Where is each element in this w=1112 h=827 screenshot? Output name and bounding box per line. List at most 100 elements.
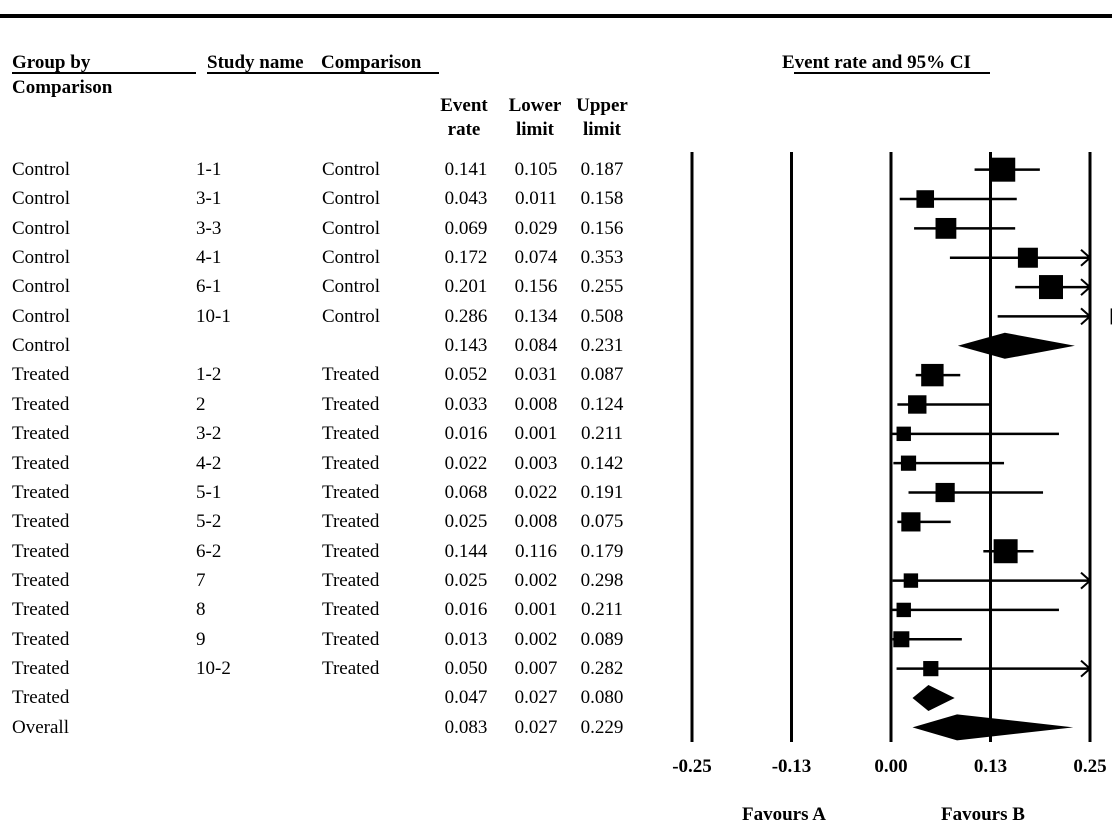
header-upper-limit: Upper limit: [570, 94, 634, 142]
point-estimate: [935, 482, 955, 503]
group-cell: Treated: [12, 540, 70, 562]
lower-limit-cell: 0.001: [514, 423, 558, 445]
upper-limit-cell: 0.087: [580, 364, 624, 386]
group-cell: Control: [12, 276, 71, 298]
event-rate-cell: 0.025: [444, 569, 488, 591]
table-row: Control 1-1 Control 0.141 0.105 0.187: [0, 155, 660, 184]
group-cell: Control: [12, 159, 71, 180]
point-estimate: [993, 539, 1018, 564]
group-cell: Treated: [12, 569, 70, 591]
group-cell: Treated: [12, 511, 70, 533]
header-event-rate-line2: rate: [447, 119, 481, 140]
event-rate-cell: 0.144: [444, 540, 488, 562]
lower-limit-cell: 0.105: [514, 159, 558, 180]
ci-arrow: [1080, 307, 1092, 326]
header-comparison-underline: [321, 72, 439, 74]
group-cell: Treated: [12, 481, 70, 503]
point-estimate: [896, 426, 911, 442]
event-rate-cell: 0.016: [444, 423, 488, 445]
comparison-cell: Treated: [322, 599, 380, 621]
lower-limit-cell: 0.156: [514, 276, 558, 298]
table-row: Control 10-1 Control 0.286 0.134 0.508: [0, 302, 660, 331]
upper-limit-cell: 0.231: [580, 335, 624, 357]
comparison-cell: Control: [322, 217, 381, 239]
group-cell: Treated: [12, 687, 70, 709]
group-cell: Treated: [12, 423, 70, 445]
study-name-cell: 3-1: [196, 188, 222, 210]
study-name-cell: 1-2: [196, 364, 222, 386]
lower-limit-cell: 0.003: [514, 452, 558, 474]
lower-limit-cell: 0.001: [514, 599, 558, 621]
summary-row: Control 0.143 0.084 0.231: [0, 331, 660, 360]
upper-limit-cell: 0.080: [580, 687, 624, 709]
point-estimate: [1110, 308, 1112, 325]
point-estimate: [1017, 247, 1038, 268]
header-event-rate-line1: Event: [440, 95, 488, 116]
upper-limit-cell: 0.124: [580, 393, 624, 415]
table-row: Treated 9 Treated 0.013 0.002 0.089: [0, 625, 660, 654]
group-cell: Treated: [12, 364, 70, 386]
lower-limit-cell: 0.008: [514, 511, 558, 533]
table-row: Treated 10-2 Treated 0.050 0.007 0.282: [0, 654, 660, 683]
event-rate-cell: 0.068: [444, 481, 488, 503]
study-name-cell: 3-2: [196, 423, 222, 445]
upper-limit-cell: 0.211: [580, 423, 624, 445]
ci-arrow: [1080, 571, 1092, 590]
comparison-cell: Control: [322, 305, 381, 327]
study-name-cell: 4-2: [196, 452, 222, 474]
point-estimate: [991, 157, 1016, 182]
plot-title: Event rate and 95% CI: [782, 52, 971, 73]
summary-diamond: [912, 684, 955, 711]
study-name-cell: 2: [196, 393, 206, 415]
point-estimate: [908, 395, 927, 414]
upper-limit-cell: 0.179: [580, 540, 624, 562]
plot-title-underline: [794, 72, 990, 74]
header-lower-limit-line1: Lower: [508, 95, 562, 116]
summary-row: Overall 0.083 0.027 0.229: [0, 713, 660, 742]
event-rate-cell: 0.141: [444, 159, 488, 180]
group-cell: Treated: [12, 452, 70, 474]
ci-arrow: [1080, 278, 1092, 296]
upper-limit-cell: 0.191: [580, 481, 624, 503]
study-name-cell: 10-1: [196, 305, 231, 327]
comparison-cell: Treated: [322, 452, 380, 474]
lower-limit-cell: 0.027: [514, 687, 558, 709]
lower-limit-cell: 0.002: [514, 569, 558, 591]
table-row: Treated 6-2 Treated 0.144 0.116 0.179: [0, 537, 660, 566]
lower-limit-cell: 0.134: [514, 305, 558, 327]
comparison-cell: Treated: [322, 511, 380, 533]
point-estimate: [900, 455, 917, 471]
lower-limit-cell: 0.011: [514, 188, 558, 210]
upper-limit-cell: 0.298: [580, 569, 624, 591]
table-row: Control 3-1 Control 0.043 0.011 0.158: [0, 184, 660, 213]
study-name-cell: 7: [196, 569, 206, 591]
comparison-cell: Control: [322, 188, 381, 210]
favours-b-label: Favours B: [941, 804, 1025, 825]
event-rate-cell: 0.025: [444, 511, 488, 533]
point-estimate: [921, 363, 944, 387]
study-name-cell: 1-1: [196, 159, 222, 180]
comparison-cell: Treated: [322, 540, 380, 562]
group-cell: Treated: [12, 393, 70, 415]
event-rate-cell: 0.172: [444, 247, 488, 269]
group-cell: Treated: [12, 628, 70, 650]
event-rate-cell: 0.069: [444, 217, 488, 239]
header-study-name-underline: [207, 72, 321, 74]
lower-limit-cell: 0.008: [514, 393, 558, 415]
group-cell: Control: [12, 247, 71, 269]
upper-limit-cell: 0.282: [580, 657, 624, 679]
point-estimate: [903, 573, 919, 588]
upper-limit-cell: 0.229: [580, 716, 624, 738]
event-rate-cell: 0.201: [444, 276, 488, 298]
lower-limit-cell: 0.002: [514, 628, 558, 650]
header-event-rate: Event rate: [432, 94, 496, 142]
header-lower-limit-line2: limit: [516, 119, 554, 140]
point-estimate: [916, 190, 935, 208]
table-row: Control 4-1 Control 0.172 0.074 0.353: [0, 243, 660, 272]
study-name-cell: 9: [196, 628, 206, 650]
comparison-cell: Treated: [322, 628, 380, 650]
summary-diamond: [957, 332, 1075, 359]
lower-limit-cell: 0.116: [514, 540, 558, 562]
group-cell: Treated: [12, 657, 70, 679]
group-cell: Control: [12, 335, 71, 357]
